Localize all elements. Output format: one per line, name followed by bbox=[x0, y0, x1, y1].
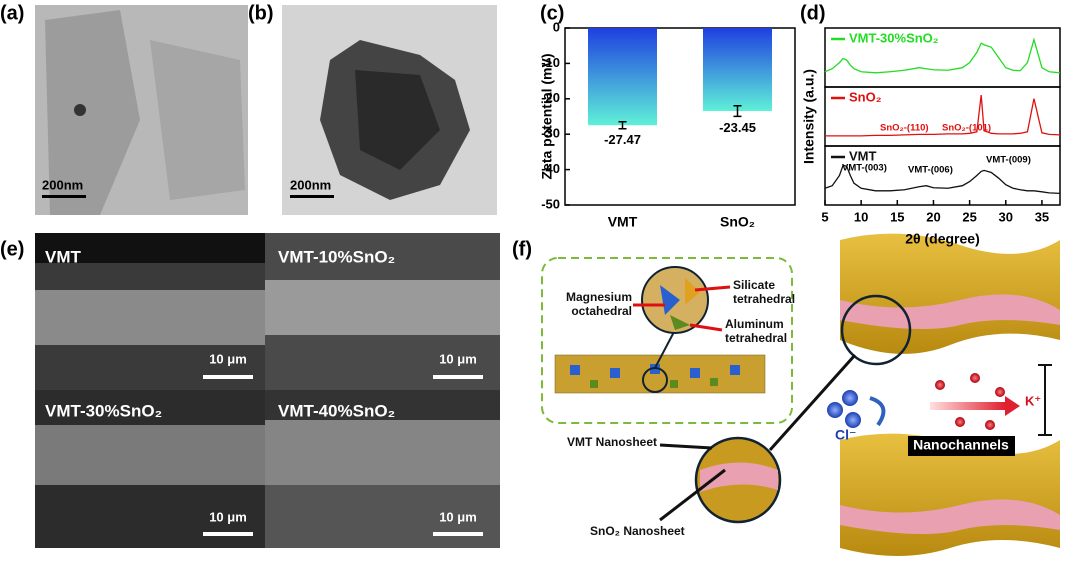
error-bar bbox=[733, 104, 742, 118]
diagram-label: tetrahedral bbox=[733, 292, 795, 306]
legend-label: SnO₂ bbox=[849, 89, 882, 104]
xrd-line bbox=[824, 164, 1061, 194]
panel-label: (f) bbox=[512, 238, 532, 260]
peak-annotation: VMT-(009) bbox=[986, 155, 1031, 166]
diagram-label: tetrahedral bbox=[725, 331, 787, 345]
tem-image-a bbox=[35, 5, 248, 215]
diagram-label: Nanochannels bbox=[913, 437, 1009, 453]
x-axis-label: 2θ (degree) bbox=[905, 231, 979, 247]
y-tick-label: -30 bbox=[541, 126, 560, 141]
peak-annotation: SnO₂-(101) bbox=[942, 123, 991, 134]
sem-label: VMT-30%SnO₂ bbox=[45, 401, 162, 420]
diagram-label: SnO₂ Nanosheet bbox=[590, 524, 685, 538]
sem-label: VMT-10%SnO₂ bbox=[278, 247, 395, 266]
diagram-label: VMT Nanosheet bbox=[567, 435, 657, 449]
diagram-label: Magnesium bbox=[566, 290, 632, 304]
error-bar bbox=[618, 120, 627, 130]
peak-annotation: SnO₂-(110) bbox=[880, 123, 929, 134]
value-label: -23.45 bbox=[719, 120, 756, 135]
xrd-line bbox=[824, 37, 1061, 74]
x-tick-label: 25 bbox=[962, 209, 976, 224]
peak-annotation: VMT-(006) bbox=[908, 165, 953, 176]
scale-label: 10 μm bbox=[209, 509, 247, 524]
sem-label: VMT bbox=[45, 247, 82, 266]
peak-annotation: VMT-(003) bbox=[842, 163, 887, 174]
legend-label: VMT-30%SnO₂ bbox=[849, 30, 939, 45]
bar bbox=[703, 28, 772, 112]
xrd-line bbox=[825, 95, 1061, 137]
x-tick-label: 20 bbox=[926, 209, 940, 224]
sem-scale-bars bbox=[203, 375, 483, 536]
y-tick-label: -50 bbox=[541, 196, 560, 211]
y-tick-label: -10 bbox=[541, 55, 560, 70]
scale-label: 10 μm bbox=[209, 351, 247, 366]
x-tick-label: 30 bbox=[999, 209, 1013, 224]
scale-label: 200nm bbox=[42, 177, 83, 192]
scale-bar bbox=[42, 195, 86, 198]
y-axis-label: Intensity (a.u.) bbox=[801, 69, 817, 164]
x-tick-label: 35 bbox=[1035, 209, 1049, 224]
panel-label: (e) bbox=[0, 238, 24, 260]
panel-label: (b) bbox=[248, 2, 274, 24]
subplot-frame bbox=[824, 145, 1061, 206]
scale-bar bbox=[290, 195, 334, 198]
x-tick-label: 5 bbox=[821, 209, 828, 224]
y-tick-label: -20 bbox=[541, 90, 560, 105]
y-tick-label: -40 bbox=[541, 161, 560, 176]
x-tick-label: 15 bbox=[890, 209, 904, 224]
panel-label: (c) bbox=[540, 2, 564, 24]
sem-label: VMT-40%SnO₂ bbox=[278, 401, 395, 420]
panel-label: (a) bbox=[0, 2, 24, 24]
x-tick-label: 10 bbox=[854, 209, 868, 224]
ion-label: Cl⁻ bbox=[835, 427, 856, 443]
y-tick-label: 0 bbox=[553, 19, 560, 34]
plot-frame bbox=[564, 27, 796, 206]
panel-label: (d) bbox=[800, 2, 826, 24]
scale-label: 10 μm bbox=[439, 351, 477, 366]
legend-label: VMT bbox=[849, 148, 877, 163]
y-axis-label: Zeta potential (mV) bbox=[539, 53, 555, 179]
scale-label: 200nm bbox=[290, 177, 331, 192]
diagram-label: octahedral bbox=[571, 304, 632, 318]
x-tick-label: VMT bbox=[608, 214, 638, 230]
bar bbox=[588, 28, 657, 126]
diagram-label: Silicate bbox=[733, 278, 775, 292]
scale-label: 10 μm bbox=[439, 509, 477, 524]
diagram-label: Aluminum bbox=[725, 317, 784, 331]
x-tick-label: SnO₂ bbox=[720, 214, 755, 230]
tem-image-b bbox=[282, 5, 497, 215]
value-label: -27.47 bbox=[604, 132, 641, 147]
sem-images bbox=[35, 233, 500, 548]
diagram bbox=[541, 233, 1060, 556]
ion-label: K⁺ bbox=[1025, 393, 1041, 408]
